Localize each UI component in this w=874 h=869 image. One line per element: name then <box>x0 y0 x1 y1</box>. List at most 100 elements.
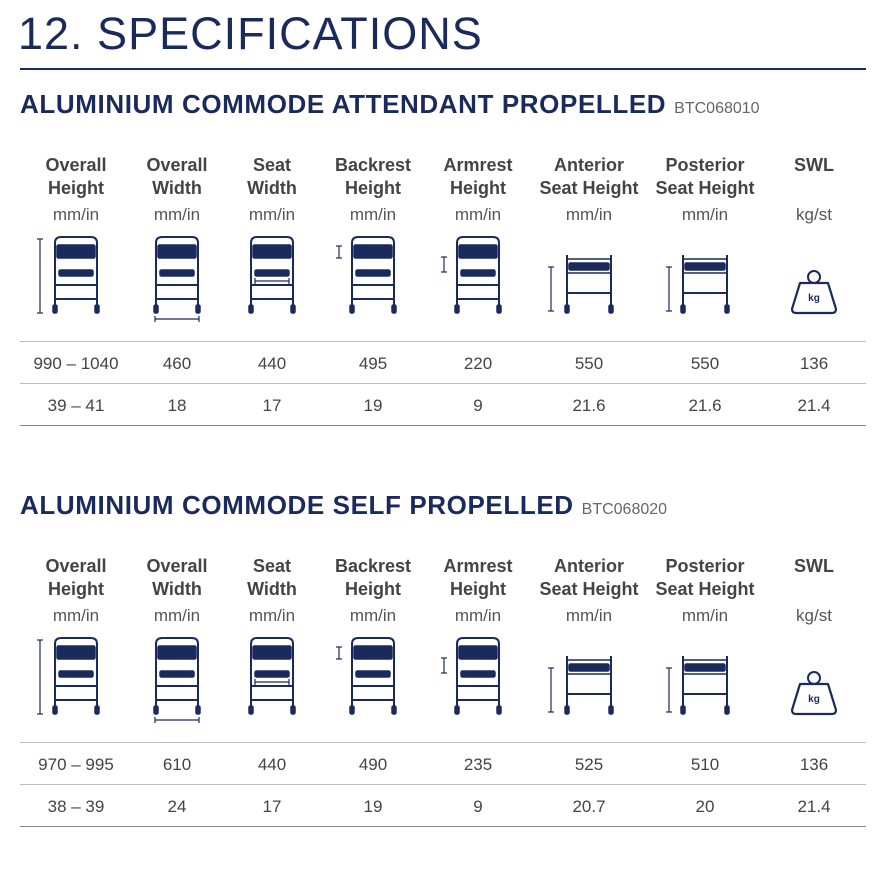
icon-shape <box>608 304 614 314</box>
icon-shape <box>458 244 498 259</box>
icon-shape <box>252 645 292 660</box>
icon-shape <box>454 705 460 715</box>
row-rule <box>20 784 866 785</box>
spec-value: 990 – 1040 <box>33 354 119 373</box>
spec-value: 460 <box>162 354 192 373</box>
column-unit: mm/in <box>681 205 729 224</box>
column-unit: kg/st <box>796 606 832 625</box>
chair-frame <box>250 236 294 313</box>
icon <box>336 637 397 715</box>
icon-shape <box>353 645 393 660</box>
icon-shape <box>724 705 730 715</box>
spec-value: 550 <box>690 354 720 373</box>
row-rule <box>20 425 866 426</box>
spec-value: 20.7 <box>572 797 606 816</box>
spec-value: 18 <box>167 396 187 415</box>
chair-frame <box>155 236 199 313</box>
column-header: Width <box>247 178 297 198</box>
spec-value: 495 <box>358 354 388 373</box>
icon <box>548 656 614 715</box>
page-title: 12. SPECIFICATIONS <box>18 8 483 59</box>
icon <box>336 236 397 314</box>
icon-shape <box>564 304 570 314</box>
spec-value: 525 <box>574 755 604 774</box>
weight-body <box>790 682 838 716</box>
weight-icon-text: kg <box>808 694 820 705</box>
chair-frame <box>456 236 500 313</box>
spec-value: 21.6 <box>572 396 606 415</box>
column-unit: mm/in <box>565 606 613 625</box>
product-code: BTC068010 <box>674 100 760 117</box>
spec-value: 9 <box>473 396 483 415</box>
column-header: Seat <box>252 155 292 175</box>
icon-shape <box>682 659 728 675</box>
section-heading: ALUMINIUM COMMODE ATTENDANT PROPELLED BTC… <box>20 89 760 120</box>
chair-frame <box>54 236 98 313</box>
icon-shape <box>568 262 610 271</box>
icon <box>248 637 296 715</box>
spec-value: 21.4 <box>797 797 831 816</box>
icon-shape <box>496 304 502 314</box>
column-unit: mm/in <box>153 606 201 625</box>
icon-shape <box>355 670 391 678</box>
icon-shape <box>56 244 96 259</box>
icon-shape <box>94 304 100 314</box>
row-rule <box>20 341 866 342</box>
column-header: SWL <box>794 155 834 175</box>
chair-frame <box>155 637 199 714</box>
spec-section: ALUMINIUM COMMODE SELF PROPELLED BTC06802… <box>0 486 874 846</box>
icon <box>37 637 100 715</box>
icon-shape <box>724 304 730 314</box>
icon-shape <box>608 705 614 715</box>
column-header: Seat <box>252 556 292 576</box>
section-name: ALUMINIUM COMMODE SELF PROPELLED <box>20 490 574 520</box>
column-header: Overall <box>45 155 107 175</box>
icon-shape <box>460 269 496 277</box>
chair-frame <box>456 637 500 714</box>
column-header: Width <box>152 178 202 198</box>
icon-shape <box>684 262 726 271</box>
column-unit: mm/in <box>248 205 296 224</box>
spec-value: 21.6 <box>688 396 722 415</box>
spec-value: 550 <box>574 354 604 373</box>
icon-shape <box>391 304 397 314</box>
icon-shape <box>153 304 159 314</box>
section-heading: ALUMINIUM COMMODE SELF PROPELLED BTC06802… <box>20 490 667 521</box>
icon-shape <box>52 705 58 715</box>
column-unit: mm/in <box>349 606 397 625</box>
spec-value: 510 <box>690 755 720 774</box>
weight-ring <box>807 671 821 685</box>
icon-shape <box>248 705 254 715</box>
icon <box>666 656 730 715</box>
column-unit: mm/in <box>153 205 201 224</box>
column-header: Height <box>48 579 104 599</box>
icon-shape <box>684 663 726 672</box>
column-header: Overall <box>146 556 208 576</box>
column-header: Armrest <box>443 155 513 175</box>
column-unit: mm/in <box>565 205 613 224</box>
icon-shape <box>153 705 159 715</box>
icon-shape <box>159 269 195 277</box>
spec-value: 17 <box>262 396 282 415</box>
icon <box>666 255 730 314</box>
title-rule <box>20 68 866 70</box>
icon-shape <box>58 670 94 678</box>
icon-shape <box>254 269 290 277</box>
icon-shape <box>391 705 397 715</box>
column-header: Anterior <box>553 155 624 175</box>
column-header: Seat Height <box>539 579 639 599</box>
column-unit: kg/st <box>796 205 832 224</box>
spec-value: 17 <box>262 797 282 816</box>
column-unit: mm/in <box>349 205 397 224</box>
icon-shape <box>195 705 201 715</box>
icon-shape <box>355 269 391 277</box>
column-header: Backrest <box>334 155 412 175</box>
column-header: Armrest <box>443 556 513 576</box>
spec-value: 610 <box>162 755 192 774</box>
icon-shape <box>157 645 197 660</box>
chair-frame <box>250 637 294 714</box>
chair-frame <box>351 637 395 714</box>
column-header: Width <box>247 579 297 599</box>
icon <box>548 255 614 314</box>
spec-value: 490 <box>358 755 388 774</box>
